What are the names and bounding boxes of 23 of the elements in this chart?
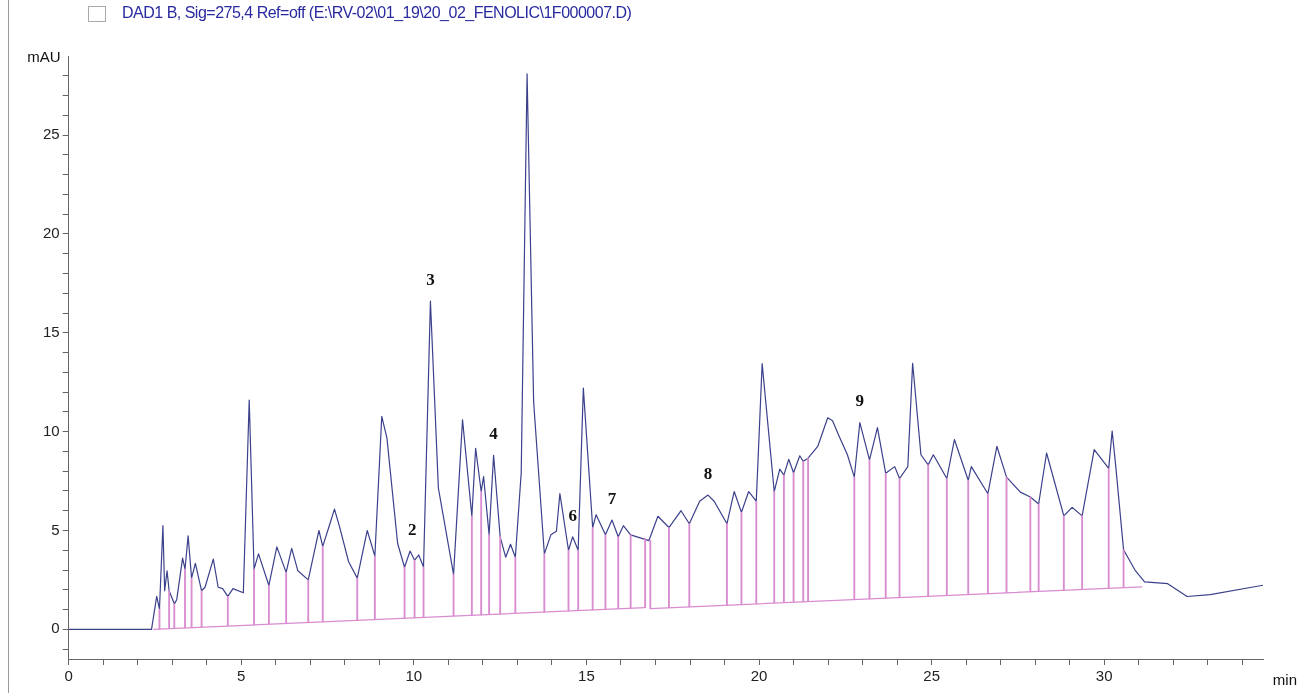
annotation: 6 xyxy=(568,505,577,525)
y-tick-label: 20 xyxy=(43,224,60,242)
y-tick-label: 25 xyxy=(43,125,60,143)
annotation: 2 xyxy=(407,519,417,539)
annotation: 9 xyxy=(855,391,865,411)
y-tick-label: 10 xyxy=(43,421,60,439)
x-tick-label: 15 xyxy=(578,667,595,685)
annotation: 8 xyxy=(703,463,713,483)
annotation: 7 xyxy=(607,488,617,508)
annotation: 3 xyxy=(426,270,435,290)
y-tick-label: 0 xyxy=(51,619,60,637)
y-tick-label: 15 xyxy=(43,322,60,340)
x-tick-label: 20 xyxy=(750,667,768,685)
y-tick-label: 5 xyxy=(51,520,60,538)
x-axis-title: min xyxy=(1272,670,1297,688)
annotation: 4 xyxy=(489,424,499,444)
y-axis-title: mAU xyxy=(27,48,61,66)
x-tick-label: 30 xyxy=(1095,667,1113,685)
x-tick-label: 0 xyxy=(64,667,73,685)
x-tick-label: 5 xyxy=(237,667,246,685)
x-tick-label: 25 xyxy=(923,667,940,685)
x-tick-label: 10 xyxy=(405,667,423,685)
chart-title: DAD1 B, Sig=275,4 Ref=off (E:\RV-02\01_19\20_02_FENOLIC\1F000007.D) xyxy=(122,4,632,22)
